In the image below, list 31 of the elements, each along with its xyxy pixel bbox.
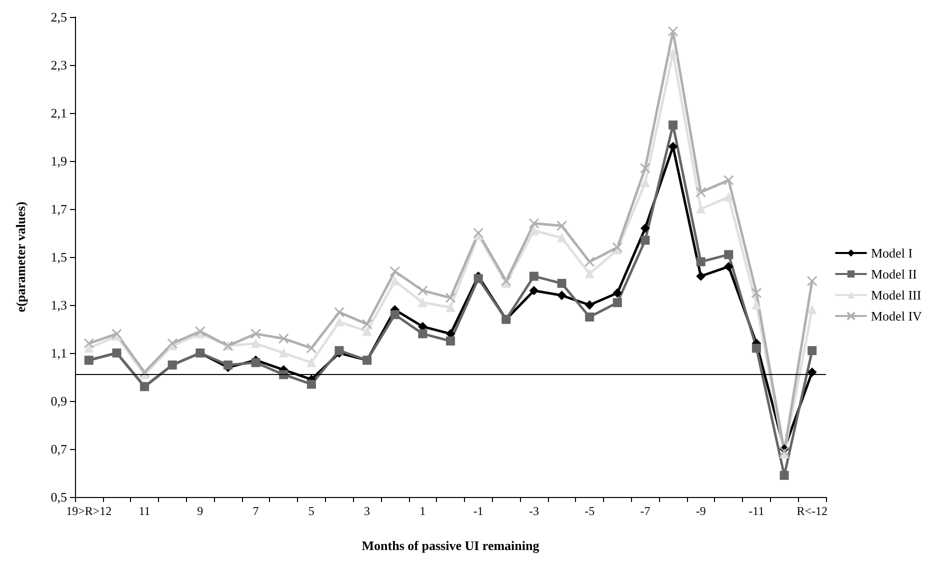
x-tick-label: 19>R>12: [66, 504, 112, 518]
y-tick-label: 0,9: [50, 394, 67, 408]
y-tick-label: 0,7: [50, 442, 68, 456]
x-tick-label: 3: [364, 504, 370, 518]
y-tick-label: 1,7: [50, 202, 68, 216]
legend-label: Model I: [871, 246, 913, 260]
x-tick-label: -5: [584, 504, 595, 518]
y-tick-label: 1,3: [50, 298, 67, 312]
x-tick-label: R<-12: [796, 504, 828, 518]
x-tick-label: 5: [308, 504, 314, 518]
x-tick-label: 9: [197, 504, 204, 518]
x-tick-label: -3: [528, 504, 539, 518]
y-tick-label: 2,5: [50, 10, 67, 24]
y-tick-label: 0,5: [50, 490, 67, 504]
legend-label: Model II: [871, 266, 917, 282]
x-tick-label: -7: [640, 504, 650, 518]
x-tick-label: -9: [696, 504, 706, 518]
y-tick-label: 1,1: [50, 346, 67, 360]
y-tick-label: 1,9: [50, 154, 67, 168]
x-axis-title: Months of passive UI remaining: [362, 538, 540, 553]
y-tick-label: 2,1: [50, 106, 67, 120]
x-tick-label: -11: [748, 504, 764, 518]
legend-label: Model IV: [871, 308, 923, 324]
legend-label: Model III: [871, 288, 922, 302]
y-axis-title: e(parameter values): [13, 202, 28, 312]
x-tick-label: 11: [138, 504, 150, 518]
x-tick-label: 1: [420, 504, 426, 518]
x-tick-label: 7: [252, 504, 259, 518]
y-tick-label: 1,5: [50, 250, 67, 264]
x-tick-label: -1: [473, 504, 484, 518]
y-tick-label: 2,3: [50, 58, 67, 72]
